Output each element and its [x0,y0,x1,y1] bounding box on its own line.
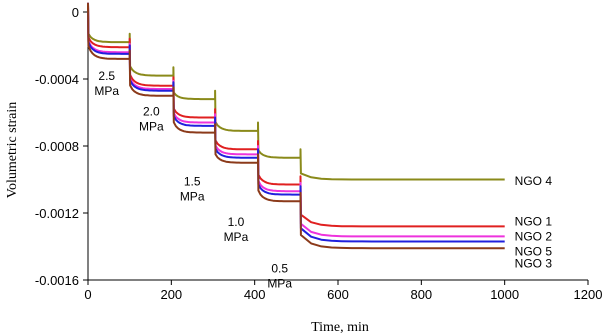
pressure-label-unit: MPa [224,230,249,244]
series-label: NGO 1 [515,214,553,228]
pressure-label-value: 2.0 [143,104,160,118]
series-label: NGO 4 [515,174,553,188]
pressure-label-value: 1.5 [184,175,201,189]
x-tick-label: 1000 [490,287,519,302]
pressure-label-value: 2.5 [98,69,115,83]
pressure-label-value: 0.5 [271,262,288,276]
x-axis-title: Time, min [311,320,369,335]
y-tick-label: -0.0008 [35,139,79,154]
pressure-label-unit: MPa [180,190,205,204]
x-tick-label: 600 [327,287,349,302]
y-axis-title: Volumetric strain [5,102,20,199]
series-group [87,2,505,250]
pressure-label-value: 1.0 [228,215,245,229]
series-line-ngo-3 [87,2,505,250]
x-tick-label: 0 [84,287,91,302]
series-line-ngo-4 [87,2,505,181]
x-tick-label: 200 [160,287,182,302]
y-tick-label: -0.0012 [35,206,79,221]
y-tick-label: 0 [72,5,79,20]
x-tick-label: 800 [410,287,432,302]
y-tick-label: -0.0004 [35,72,79,87]
x-tick-label: 1200 [574,287,603,302]
pressure-label-unit: MPa [94,84,119,98]
series-label: NGO 5 [515,245,553,259]
x-tick-label: 400 [244,287,266,302]
pressure-label-unit: MPa [139,119,164,133]
y-tick-label: -0.0016 [35,273,79,288]
series-label: NGO 2 [515,229,553,243]
series-label: NGO 3 [515,256,553,270]
pressure-label-unit: MPa [267,277,292,291]
axes: 0 200 400 600 800 1000 1200 0 -0.0004 -0.0008 -0.0… [35,5,603,302]
